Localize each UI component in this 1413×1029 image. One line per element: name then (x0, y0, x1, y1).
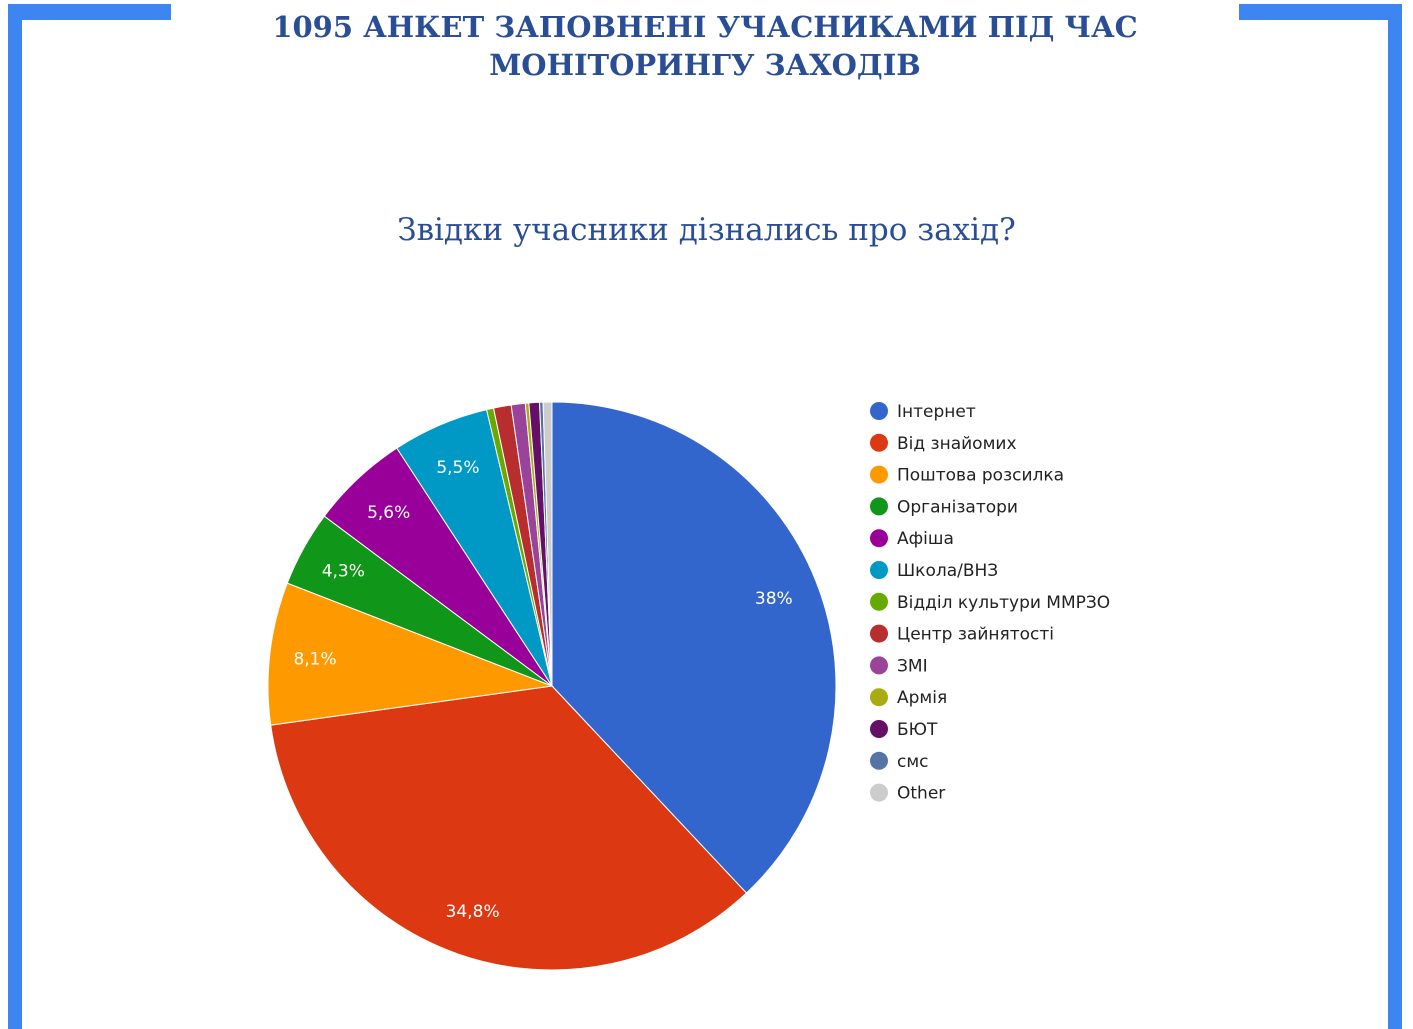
legend-label-5: Школа/ВНЗ (897, 561, 998, 581)
legend-swatch-11 (870, 751, 888, 770)
pie-slice-0 (551, 401, 837, 894)
legend-swatch-10 (870, 720, 888, 738)
legend-swatch-6 (870, 592, 888, 611)
legend-swatch-8 (870, 656, 888, 675)
slide-title-line-2: МОНІТОРИНГУ ЗАХОДІВ (489, 48, 921, 82)
legend-swatch-4 (870, 529, 888, 548)
legend-label-11: смс (897, 752, 929, 772)
legend-label-2: Поштова розсилка (897, 466, 1064, 486)
frame-left-bar (8, 4, 22, 1029)
legend-label-4: Афіша (897, 529, 954, 549)
legend-label-12: Other (897, 784, 945, 804)
legend-label-10: БЮТ (897, 720, 938, 740)
pie-slice-label-3: 4,3% (322, 561, 365, 581)
pie-slice-label-0: 38% (755, 589, 793, 609)
legend-swatch-2 (870, 465, 888, 484)
chart-title: Звідки учасники дізнались про захід? (397, 212, 1016, 248)
legend-label-0: Інтернет (897, 402, 976, 422)
pie-slice-labels: 38% 34,8% 8,1% 4,3% 5,6% 5,5% (293, 458, 792, 922)
pie-slice-label-4: 5,6% (367, 503, 410, 523)
legend-swatch-3 (870, 497, 888, 516)
legend-swatch-5 (870, 561, 888, 579)
pie-slices (267, 401, 837, 971)
legend-swatch-1 (870, 433, 888, 452)
pie-slice-1 (270, 685, 748, 971)
legend-label-9: Армія (897, 688, 947, 708)
legend-label-8: ЗМІ (897, 656, 928, 676)
legend-swatch-7 (870, 624, 888, 643)
slide-title: 1095 АНКЕТ ЗАПОВНЕНІ УЧАСНИКАМИ ПІД ЧАС … (170, 8, 1240, 84)
legend-swatch-0 (870, 402, 888, 420)
legend-label-3: Організатори (897, 497, 1018, 517)
frame-top-left-bar (8, 4, 171, 20)
legend-swatch-12 (870, 783, 888, 802)
legend-label-6: Відділ культури ММРЗО (897, 593, 1110, 613)
frame-top-right-bar (1239, 4, 1402, 20)
legend-label-1: Від знайомих (897, 434, 1017, 454)
pie-slice-label-5: 5,5% (436, 458, 479, 478)
pie-slice-label-1: 34,8% (446, 902, 500, 922)
legend-label-7: Центр зайнятості (897, 625, 1054, 645)
pie-slice-label-2: 8,1% (293, 649, 336, 669)
legend-swatch-9 (870, 688, 888, 707)
frame-right-bar (1388, 4, 1402, 1029)
slide-title-line-1: 1095 АНКЕТ ЗАПОВНЕНІ УЧАСНИКАМИ ПІД ЧАС (272, 10, 1138, 44)
pie-slice-12 (542, 401, 553, 687)
legend: Інтернет Від знайомих Поштова розсилка Орга… (870, 402, 1110, 804)
pie-slice-2 (267, 582, 554, 726)
